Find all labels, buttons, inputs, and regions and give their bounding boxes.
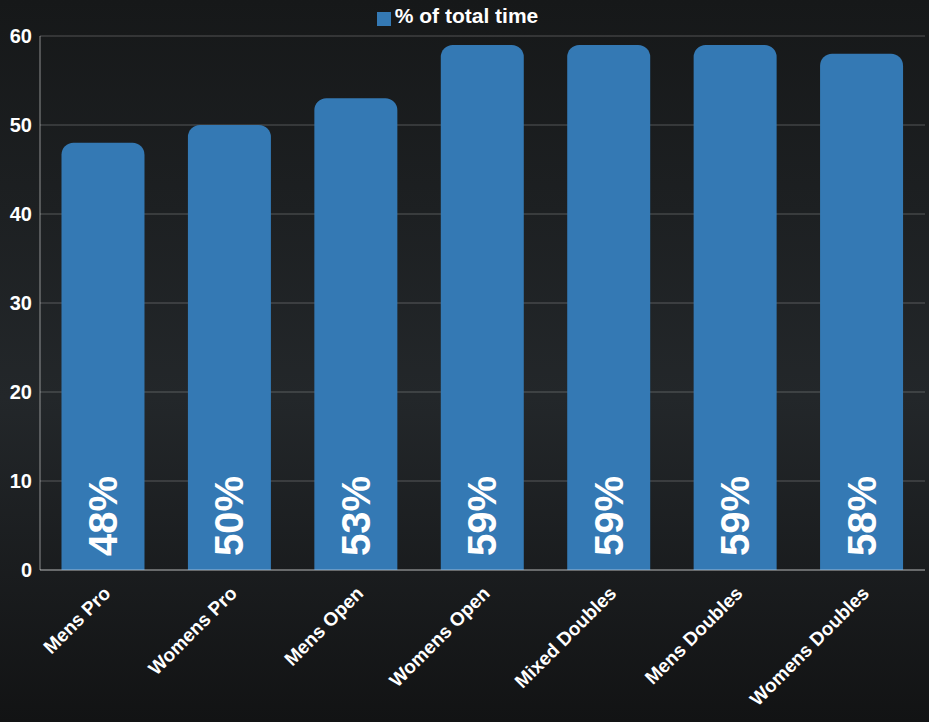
svg-text:59%: 59% (587, 476, 631, 556)
svg-text:Womens Doubles: Womens Doubles (746, 582, 873, 709)
svg-text:Mixed Doubles: Mixed Doubles (511, 582, 621, 692)
svg-text:48%: 48% (81, 476, 125, 556)
svg-text:Womens Open: Womens Open (385, 582, 494, 691)
svg-text:53%: 53% (334, 476, 378, 556)
svg-text:59%: 59% (460, 476, 504, 556)
svg-text:20: 20 (10, 381, 32, 403)
svg-text:60: 60 (10, 25, 32, 47)
svg-text:Mens Open: Mens Open (280, 582, 367, 669)
svg-text:Womens Pro: Womens Pro (144, 582, 241, 679)
svg-text:Mens Doubles: Mens Doubles (641, 582, 747, 688)
svg-text:0: 0 (21, 559, 32, 581)
svg-text:30: 30 (10, 292, 32, 314)
html-text:% of total time: % of total time (394, 4, 539, 27)
svg-text:59%: 59% (713, 476, 757, 556)
svg-text:58%: 58% (840, 476, 884, 556)
svg-text:50%: 50% (207, 476, 251, 556)
svg-text:10: 10 (10, 470, 32, 492)
svg-text:40: 40 (10, 203, 32, 225)
svg-text:Mens Pro: Mens Pro (39, 582, 114, 657)
svg-text:50: 50 (10, 114, 32, 136)
